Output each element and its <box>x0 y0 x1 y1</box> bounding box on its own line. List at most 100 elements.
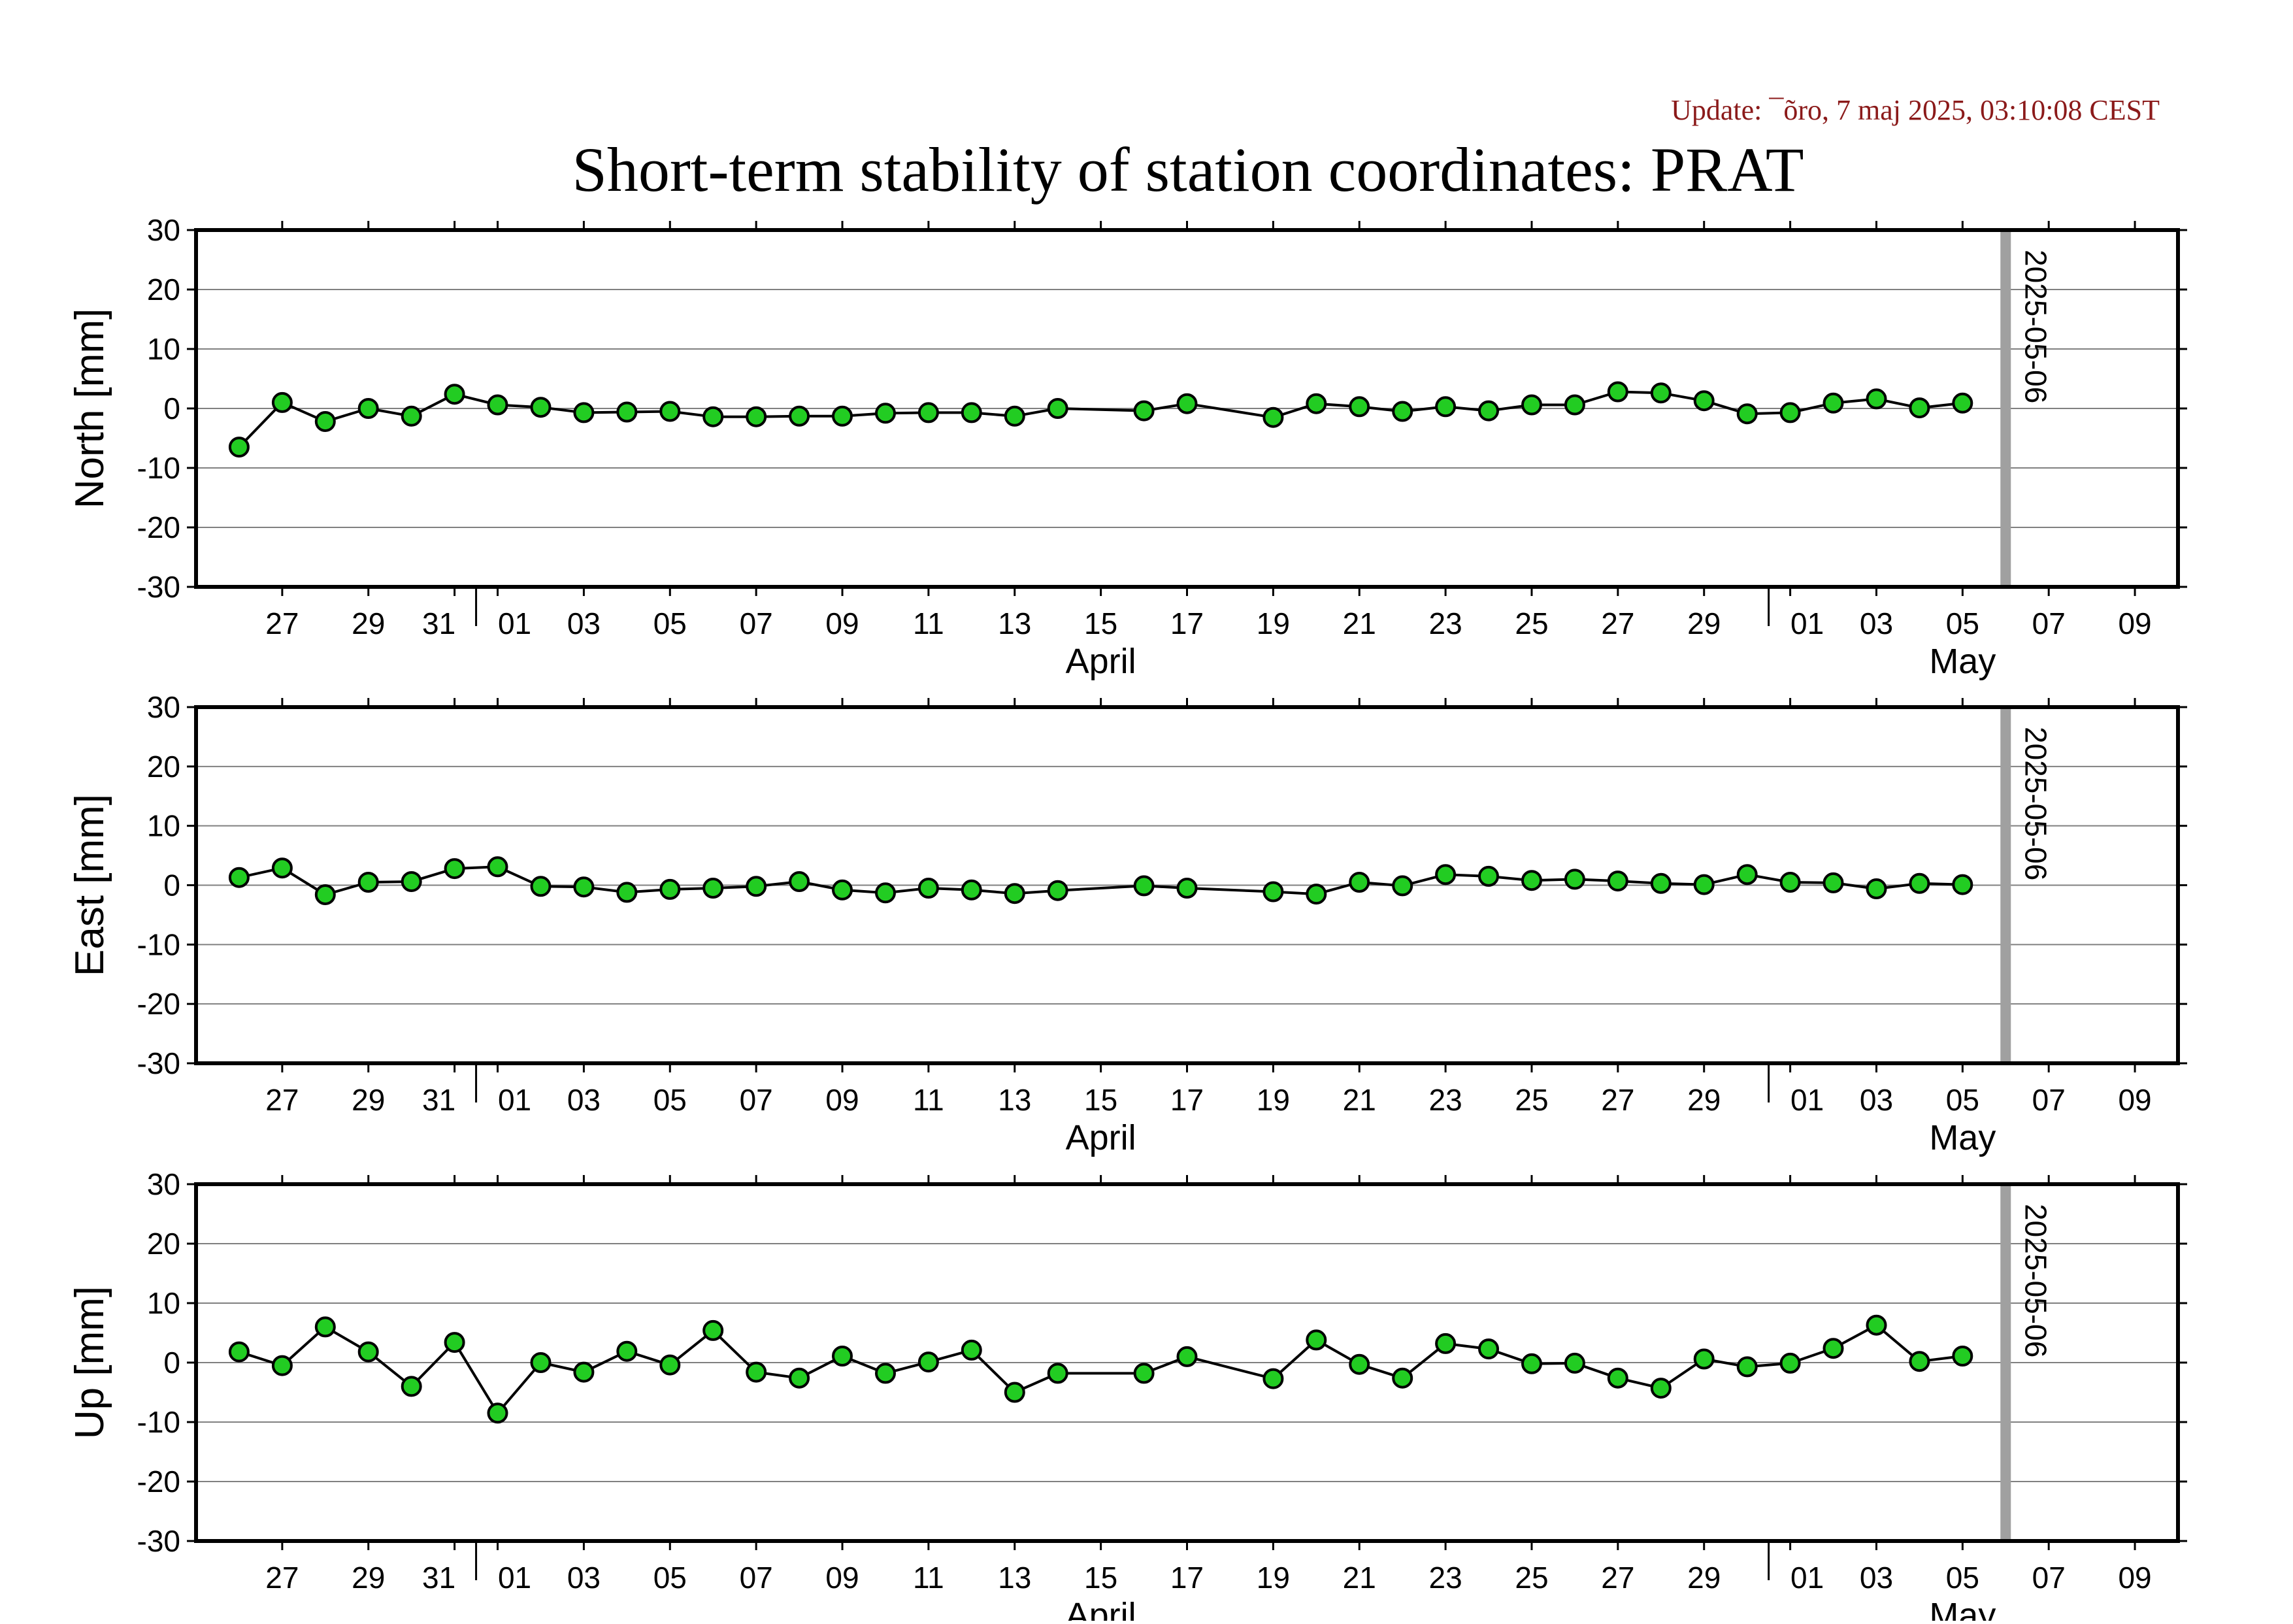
data-point <box>1952 392 1973 414</box>
data-point <box>1736 1356 1758 1378</box>
data-point <box>357 398 379 419</box>
data-point <box>228 1341 250 1363</box>
x-tick-label: 13 <box>998 1561 1031 1595</box>
data-point <box>1823 392 1844 414</box>
data-point <box>530 1352 552 1373</box>
data-point <box>444 1332 465 1353</box>
x-tick-label: 05 <box>653 1083 687 1117</box>
data-point <box>314 411 336 432</box>
data-point <box>1176 1346 1198 1367</box>
x-tick-label: 05 <box>653 1561 687 1595</box>
data-point <box>530 876 552 897</box>
x-tick-label: 21 <box>1343 1561 1376 1595</box>
y-tick-label: -10 <box>137 451 180 485</box>
data-point <box>1349 396 1370 418</box>
data-point <box>228 437 250 458</box>
x-tick-label: 15 <box>1084 1561 1117 1595</box>
data-point <box>357 872 379 893</box>
data-point <box>1779 1352 1801 1374</box>
data-point <box>401 1376 422 1397</box>
x-tick-label: 01 <box>498 606 531 640</box>
y-tick-label: -30 <box>137 570 180 604</box>
x-tick-label: 01 <box>498 1083 531 1117</box>
month-label: May <box>1929 1596 1996 1621</box>
y-tick-label: -20 <box>137 1465 180 1499</box>
data-point <box>832 405 853 427</box>
data-point <box>1693 1348 1715 1370</box>
data-point <box>1435 396 1457 418</box>
data-point <box>1262 406 1284 428</box>
marker-label: 2025-05-06 <box>2019 727 2053 880</box>
data-point <box>1564 869 1585 890</box>
x-tick-label: 07 <box>740 606 773 640</box>
x-tick-label: 07 <box>740 1561 773 1595</box>
data-point <box>1823 1338 1844 1359</box>
data-point <box>1478 400 1499 422</box>
x-tick-label: 07 <box>740 1083 773 1117</box>
x-tick-label: 17 <box>1170 1561 1204 1595</box>
x-tick-label: 03 <box>1860 1561 1893 1595</box>
data-point <box>961 402 982 423</box>
x-tick-label: 03 <box>567 1561 601 1595</box>
chart-panel-2: 30 20 10 0 -10 -20 -30 27 29 31 01 03 05 07 09 11 13 15 17… <box>67 690 2187 1157</box>
data-point <box>1392 1367 1413 1389</box>
x-tick-label: 29 <box>352 1561 385 1595</box>
x-tick-label: 19 <box>1257 606 1290 640</box>
data-point <box>314 884 336 905</box>
y-tick-label: 30 <box>147 1167 180 1201</box>
x-tick-label: 29 <box>352 1083 385 1117</box>
month-label: May <box>1929 642 1996 681</box>
data-point <box>1392 401 1413 422</box>
x-tick-label: 31 <box>422 1561 455 1595</box>
x-tick-label: 03 <box>1860 1083 1893 1117</box>
marker-label: 2025-05-06 <box>2019 1204 2053 1357</box>
data-point <box>1435 1333 1457 1354</box>
y-tick-label: 20 <box>147 1227 180 1261</box>
data-point <box>530 397 552 418</box>
data-point <box>917 1351 939 1373</box>
data-point <box>659 878 681 900</box>
y-axis-label: East [mm] <box>67 794 112 976</box>
x-tick-label: 27 <box>1601 1561 1634 1595</box>
data-point <box>875 403 896 424</box>
x-tick-label: 07 <box>2032 1561 2066 1595</box>
data-point <box>789 1367 810 1389</box>
data-point <box>961 879 982 901</box>
data-point <box>1693 874 1715 895</box>
data-point <box>1952 874 1973 895</box>
data-point <box>875 882 896 904</box>
data-point <box>1823 872 1844 893</box>
data-point <box>917 878 939 899</box>
x-tick-label: 01 <box>1790 1083 1824 1117</box>
y-tick-label: -10 <box>137 1405 180 1439</box>
plot-frame <box>194 228 2180 589</box>
y-tick-label: 0 <box>163 391 180 425</box>
chart-title: Short-term stability of station coordina… <box>572 135 1804 205</box>
x-tick-label: 07 <box>2032 606 2066 640</box>
y-tick-label: 20 <box>147 750 180 784</box>
data-point <box>1650 1378 1672 1399</box>
data-point <box>746 1361 767 1383</box>
x-tick-label: 17 <box>1170 606 1204 640</box>
x-tick-label: 07 <box>2032 1083 2066 1117</box>
data-point <box>1133 1363 1155 1384</box>
data-point <box>573 402 595 423</box>
y-tick-label: -30 <box>137 1046 180 1080</box>
x-tick-label: 09 <box>2118 1083 2151 1117</box>
data-point <box>659 401 681 422</box>
month-label: April <box>1066 1596 1136 1621</box>
data-point <box>789 405 810 427</box>
y-tick-label: 10 <box>147 332 180 366</box>
x-tick-label: 23 <box>1429 1083 1462 1117</box>
x-tick-label: 27 <box>265 1561 299 1595</box>
data-point <box>1564 1352 1585 1374</box>
x-tick-label: 15 <box>1084 606 1117 640</box>
x-tick-label: 01 <box>498 1561 531 1595</box>
data-point <box>487 394 508 416</box>
data-point <box>702 406 724 427</box>
y-tick-label: 10 <box>147 809 180 843</box>
month-label: April <box>1066 642 1136 681</box>
data-point <box>702 1319 724 1341</box>
data-point <box>1521 870 1542 891</box>
data-point <box>1306 393 1327 414</box>
